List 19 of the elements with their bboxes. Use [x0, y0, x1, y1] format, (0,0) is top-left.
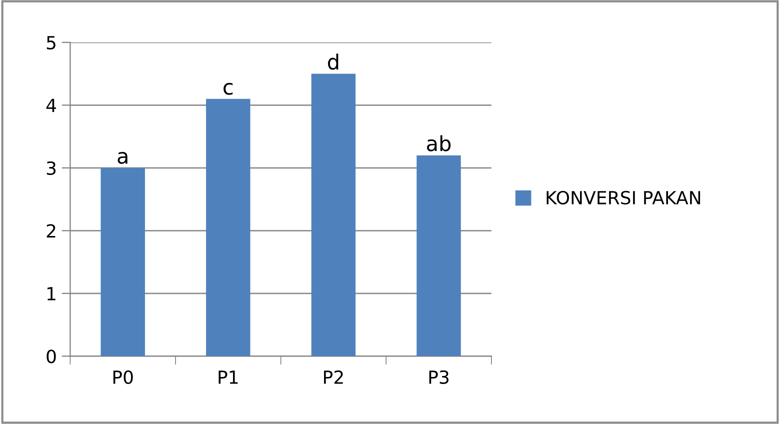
- x-tick-label: P2: [324, 370, 343, 384]
- x-tick-label: P3: [429, 370, 448, 384]
- data-label: ab: [427, 135, 451, 152]
- y-tick-label: 2: [46, 224, 56, 238]
- bar: [416, 155, 461, 356]
- data-label: c: [224, 82, 233, 95]
- y-tick-label: 5: [46, 36, 56, 50]
- y-tick-label: 1: [48, 287, 56, 300]
- data-label: d: [328, 54, 338, 70]
- x-tick-label: P1: [218, 370, 238, 384]
- y-tick-label: 4: [46, 98, 56, 112]
- bar: [100, 168, 145, 356]
- x-tick-label: P0: [113, 370, 133, 384]
- legend-label: KONVERSI PAKAN: [546, 190, 700, 205]
- y-tick-label: 0: [46, 350, 56, 364]
- y-tick-label: 3: [46, 161, 56, 176]
- bar: [206, 98, 250, 356]
- data-label: a: [118, 152, 128, 164]
- bar: [311, 74, 356, 356]
